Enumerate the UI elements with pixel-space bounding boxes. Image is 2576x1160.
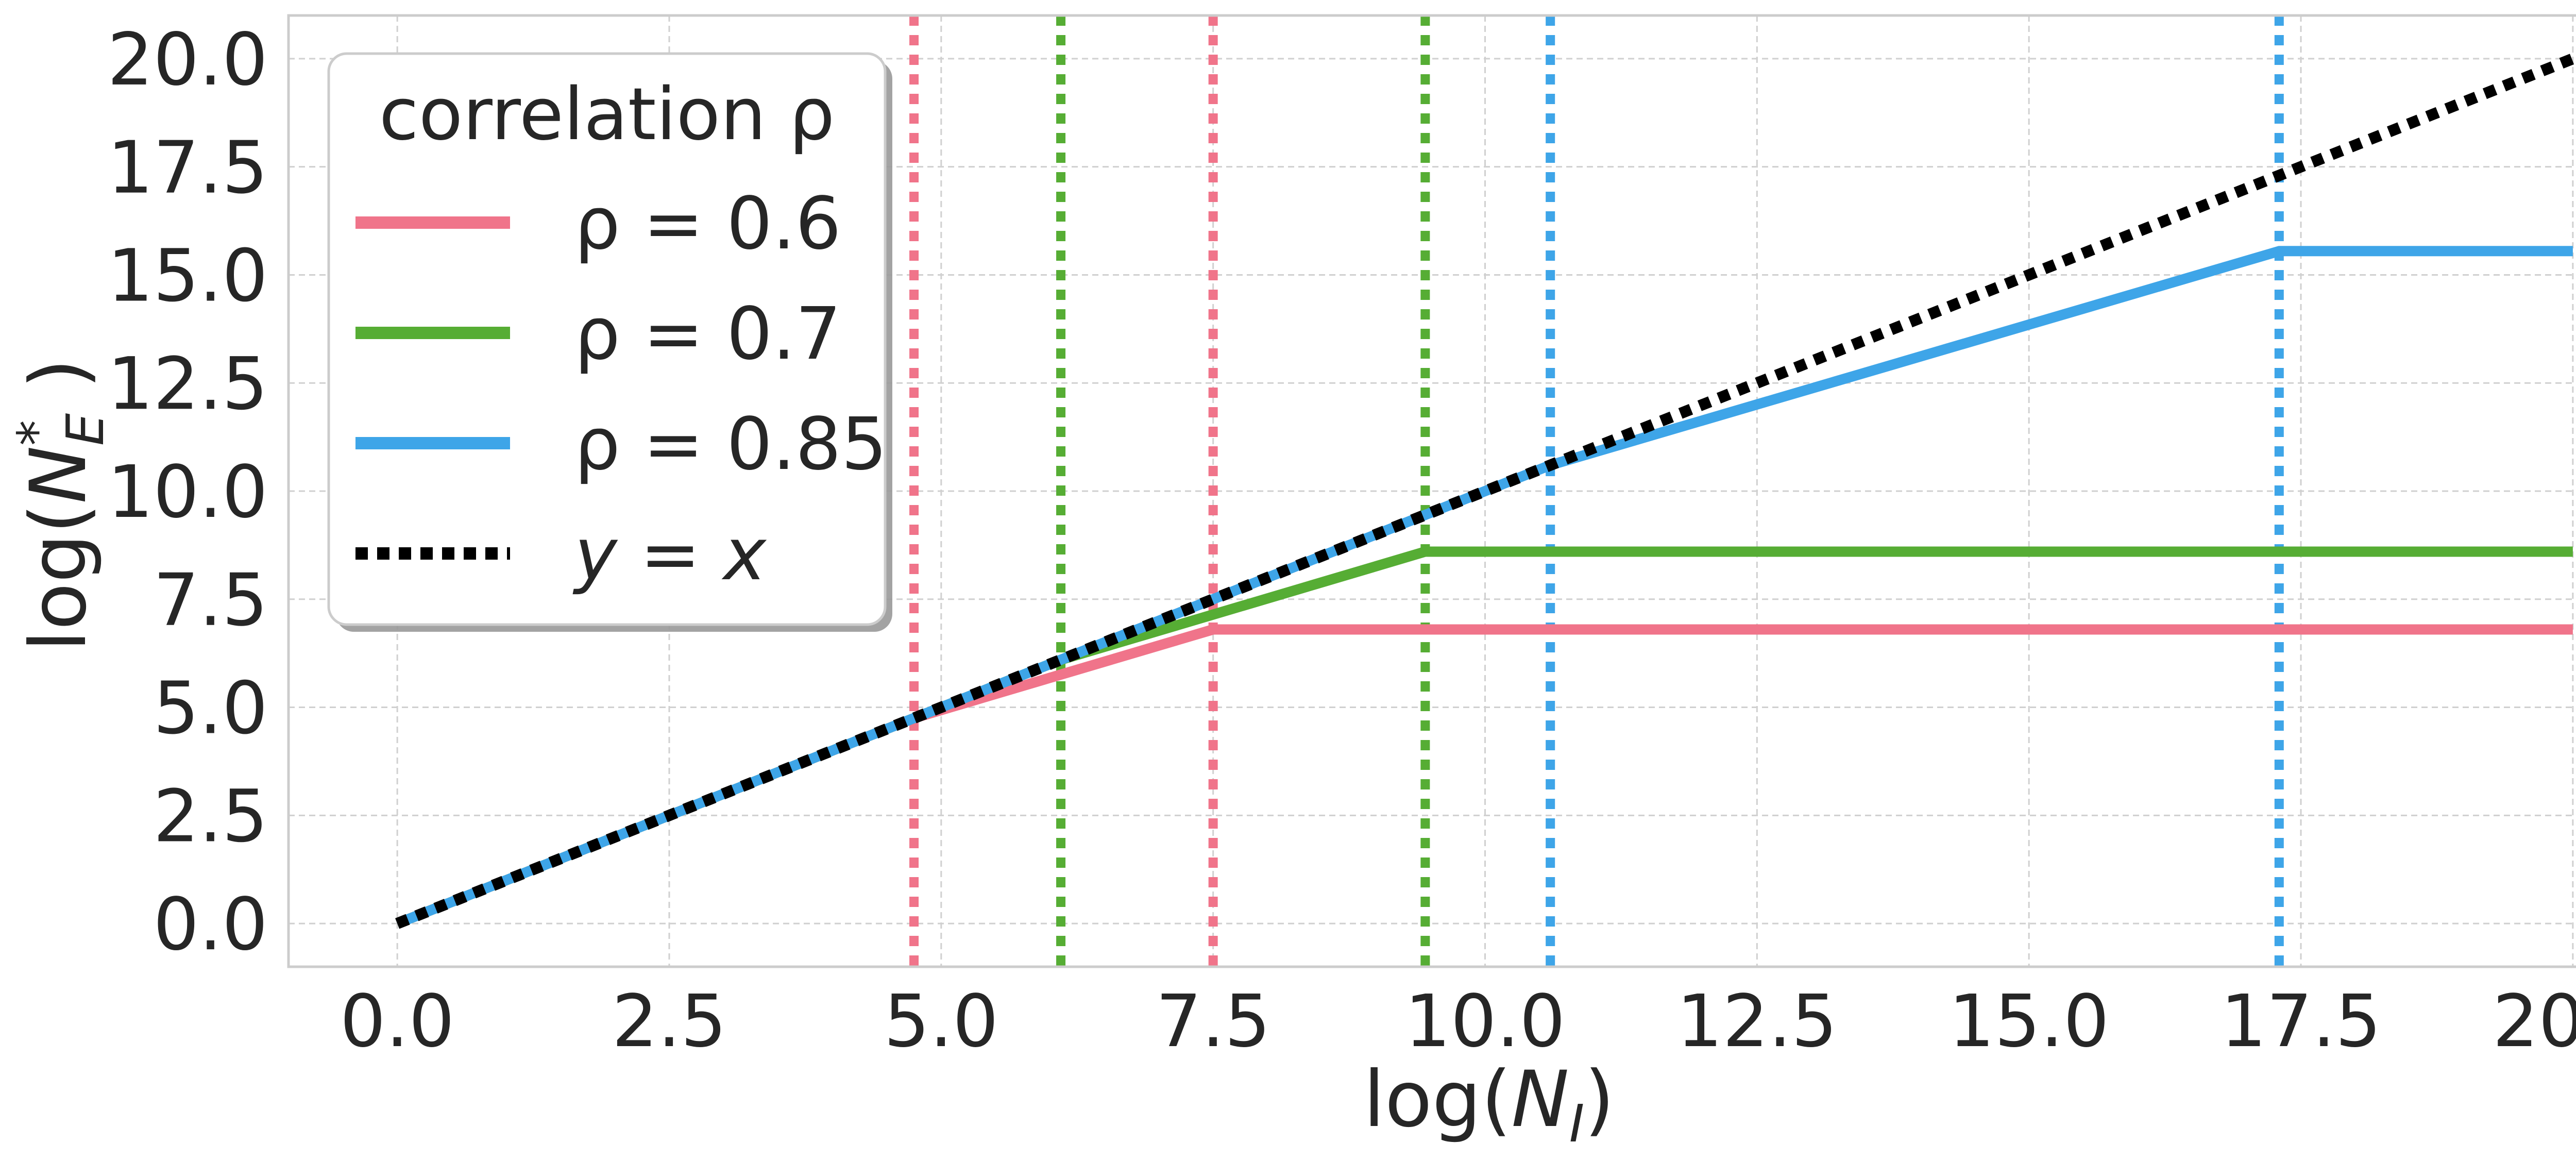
x-axis-label-suffix: ) [1584, 1055, 1615, 1145]
x-tick-label: 10.0 [1405, 980, 1566, 1064]
x-axis-label-prefix: log( [1363, 1055, 1511, 1145]
legend: correlation ρ ρ = 0.6 ρ = 0.7 ρ = 0.85 y… [327, 52, 892, 632]
tick-labels: 0.0 2.5 5.0 7.5 10.0 12.5 15.0 17.5 20.0 0.0 2.5 5.… [107, 18, 2576, 1064]
legend-label-identity-eq: = [617, 513, 723, 597]
plot-frame [287, 14, 2576, 968]
y-axis-label-subscript: E [55, 413, 115, 446]
x-tick-label: 17.5 [2221, 980, 2381, 1064]
y-tick-label: 20.0 [107, 18, 268, 102]
legend-label-rho-0.7: ρ = 0.7 [574, 292, 841, 376]
y-tick-label: 0.0 [153, 883, 268, 967]
x-axis-label: log(NI) [1363, 1055, 1614, 1154]
y-tick-label: 12.5 [107, 342, 268, 426]
x-tick-label: 2.5 [612, 980, 727, 1064]
x-tick-label: 7.5 [1156, 980, 1270, 1064]
x-tick-label: 0.0 [340, 980, 455, 1064]
y-axis-label-suffix: ) [14, 359, 104, 413]
legend-label-rho-0.85: ρ = 0.85 [574, 402, 887, 486]
y-tick-label: 15.0 [107, 234, 268, 318]
legend-label-identity-x: x [721, 513, 767, 597]
y-tick-label: 2.5 [153, 775, 268, 859]
y-axis-label-superscript: * [6, 420, 66, 446]
legend-label-rho-0.6: ρ = 0.6 [574, 182, 841, 266]
legend-title: correlation ρ [379, 73, 835, 157]
y-axis-label: log(N*E ) [6, 359, 115, 652]
x-tick-label: 5.0 [884, 980, 998, 1064]
y-tick-label: 5.0 [153, 667, 268, 751]
legend-label-identity: y = x [572, 513, 767, 597]
x-tick-label: 20.0 [2493, 980, 2576, 1064]
y-tick-label: 7.5 [153, 559, 268, 643]
y-axis-label-prefix: log( [14, 503, 104, 651]
x-axis-label-variable: N [1511, 1055, 1569, 1145]
x-axis-label-subscript: I [1569, 1094, 1585, 1154]
x-tick-label: 12.5 [1676, 980, 1837, 1064]
legend-label-identity-y: y [572, 513, 618, 597]
x-tick-label: 15.0 [1948, 980, 2109, 1064]
legend-box [327, 52, 887, 626]
series-lines [395, 53, 2575, 929]
y-axis-label-variable: N [14, 446, 104, 503]
y-tick-label: 17.5 [107, 126, 268, 210]
y-tick-label: 10.0 [107, 450, 268, 534]
